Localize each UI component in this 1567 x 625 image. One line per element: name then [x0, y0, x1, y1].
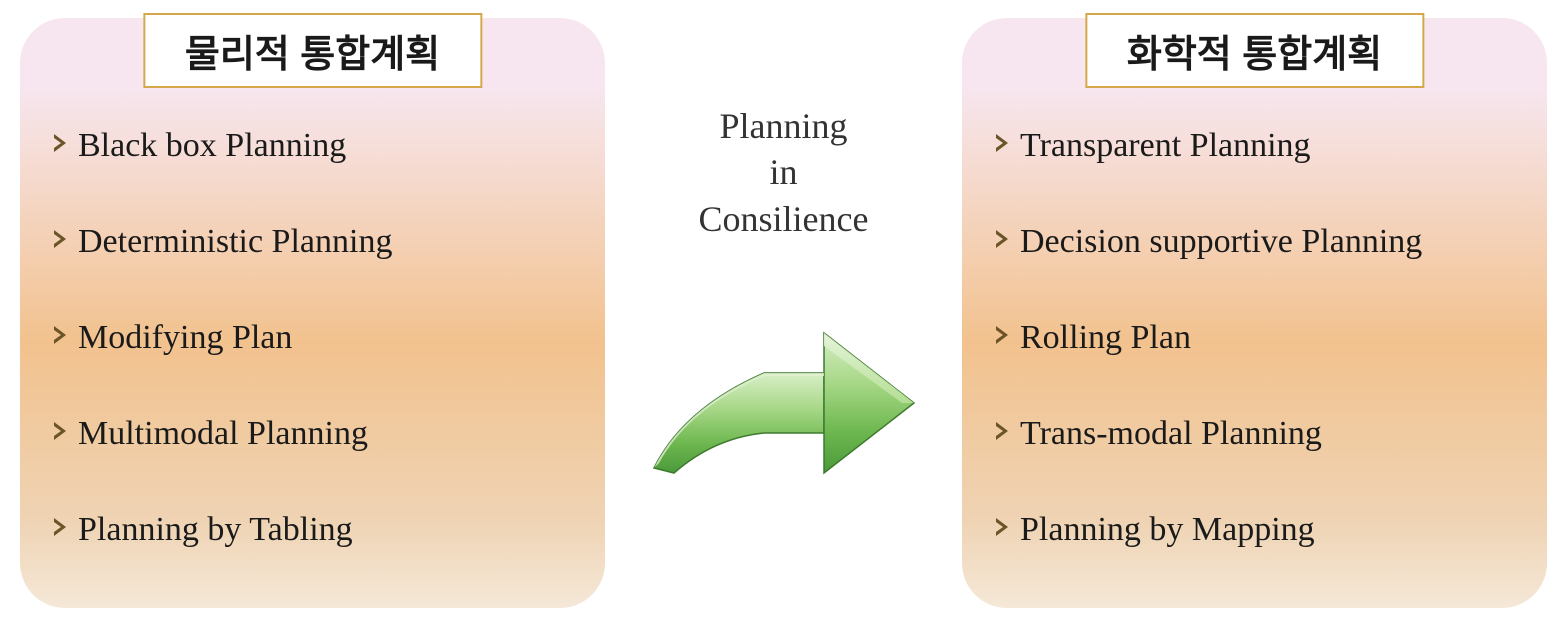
center-line: in — [699, 149, 869, 196]
list-item: Black box Planning — [50, 127, 575, 165]
left-panel-title: 물리적 통합계획 — [185, 34, 440, 76]
chevron-right-icon — [50, 324, 72, 351]
chevron-right-icon — [992, 420, 1014, 447]
list-item: Transparent Planning — [992, 127, 1517, 165]
right-panel-title-box: 화학적 통합계획 — [1085, 13, 1424, 88]
chevron-right-icon — [50, 516, 72, 543]
list-item: Multimodal Planning — [50, 415, 575, 453]
list-item-label: Trans-modal Planning — [1020, 415, 1322, 453]
list-item-label: Multimodal Planning — [78, 415, 368, 453]
list-item-label: Modifying Plan — [78, 319, 292, 357]
list-item: Planning by Tabling — [50, 511, 575, 549]
arrow-right-icon — [644, 298, 924, 503]
left-panel: 물리적 통합계획 Black box Planning Deterministi… — [20, 18, 605, 608]
list-item-label: Black box Planning — [78, 127, 346, 165]
chevron-right-icon — [50, 420, 72, 447]
list-item: Deterministic Planning — [50, 223, 575, 261]
chevron-right-icon — [992, 228, 1014, 255]
center-block: Planning in Consilience — [614, 18, 954, 608]
left-panel-title-box: 물리적 통합계획 — [143, 13, 482, 88]
right-panel: 화학적 통합계획 Transparent Planning Decision s… — [962, 18, 1547, 608]
list-item: Trans-modal Planning — [992, 415, 1517, 453]
list-item: Planning by Mapping — [992, 511, 1517, 549]
diagram-container: 물리적 통합계획 Black box Planning Deterministi… — [0, 0, 1567, 625]
chevron-right-icon — [992, 324, 1014, 351]
list-item-label: Deterministic Planning — [78, 223, 392, 261]
list-item-label: Transparent Planning — [1020, 127, 1311, 165]
right-panel-title: 화학적 통합계획 — [1127, 34, 1382, 76]
list-item: Decision supportive Planning — [992, 223, 1517, 261]
center-text: Planning in Consilience — [699, 103, 869, 243]
list-item: Modifying Plan — [50, 319, 575, 357]
list-item: Rolling Plan — [992, 319, 1517, 357]
list-item-label: Planning by Mapping — [1020, 511, 1315, 549]
list-item-label: Decision supportive Planning — [1020, 223, 1422, 261]
center-line: Consilience — [699, 196, 869, 243]
chevron-right-icon — [992, 516, 1014, 543]
list-item-label: Planning by Tabling — [78, 511, 353, 549]
chevron-right-icon — [50, 228, 72, 255]
chevron-right-icon — [50, 132, 72, 159]
chevron-right-icon — [992, 132, 1014, 159]
center-line: Planning — [699, 103, 869, 150]
list-item-label: Rolling Plan — [1020, 319, 1191, 357]
left-panel-content: Black box Planning Deterministic Plannin… — [20, 18, 605, 608]
right-panel-content: Transparent Planning Decision supportive… — [962, 18, 1547, 608]
